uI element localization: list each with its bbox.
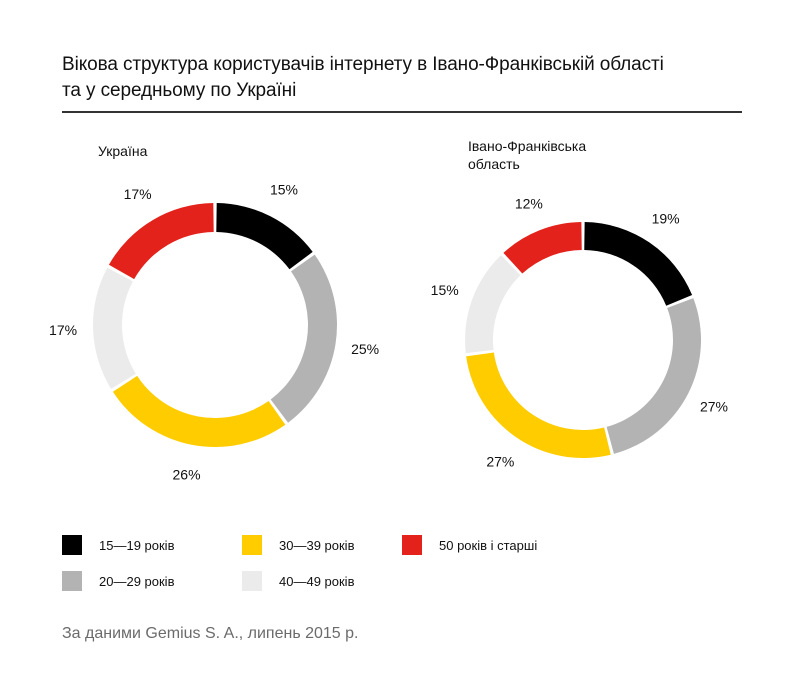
ukraine-chart-label: Україна [98,142,147,160]
ukraine-label-20-29: 25% [351,341,379,357]
ivano-frankivsk-slice-15-19 [584,222,693,306]
legend-item-50-plus: 50 років і старші [402,535,537,555]
ivano-frankivsk-label-30-39: 27% [486,454,514,470]
legend-label-15-19: 15—19 років [99,537,175,553]
ivano-frankivsk-label-40-49: 15% [431,282,459,298]
legend-label-30-39: 30—39 років [279,537,355,553]
legend-label-50-plus: 50 років і старші [439,537,538,553]
legend-swatch-30-39 [242,535,262,555]
ivano-frankivsk-slice-30-39 [466,352,611,459]
chart-title-line-2: та у середньому по Україні [62,80,297,101]
source-note: За даними Gemius S. A., липень 2015 р. [62,625,359,642]
legend-swatch-20-29 [62,571,82,591]
ivano-frankivsk-label-line-1: Івано-Франківська [468,138,587,154]
ukraine-slice-15-19 [216,203,313,270]
ukraine-chart-label-text: Україна [98,143,148,159]
ivano-frankivsk-label-20-29: 27% [700,399,728,415]
chart-title-line-1: Вікова структура користувачів інтернету … [62,54,664,75]
ivano-frankivsk-label-50-plus: 12% [515,195,543,211]
ukraine-slice-40-49 [92,267,136,389]
ukraine-label-15-19: 15% [270,182,298,198]
legend-swatch-15-19 [62,535,82,555]
chart-title: Вікова структура користувачів інтернету … [62,52,702,104]
ivano-frankivsk-slice-20-29 [606,298,701,454]
ukraine-label-40-49: 17% [49,322,77,338]
legend-label-40-49: 40—49 років [279,573,355,589]
ukraine-label-50-plus: 17% [124,186,152,202]
legend-item-15-19: 15—19 років [62,535,174,555]
ivano-frankivsk-label-line-2: область [468,156,520,172]
ivano-frankivsk-slice-50-plus [503,222,582,274]
legend-swatch-40-49 [242,571,262,591]
ukraine-slice-20-29 [270,254,338,423]
legend-swatch-50-plus [402,535,422,555]
legend-item-30-39: 30—39 років [242,535,354,555]
ivano-frankivsk-slice-40-49 [465,255,521,354]
ukraine-slice-30-39 [112,375,286,447]
title-divider [62,111,742,113]
legend-label-20-29: 20—29 років [99,573,175,589]
ukraine-slice-50-plus [108,203,214,280]
legend-item-20-29: 20—29 років [62,571,174,591]
ivano-frankivsk-chart-label: Івано-Франківська область [468,137,586,173]
ukraine-label-30-39: 26% [173,466,201,482]
legend-item-40-49: 40—49 років [242,571,354,591]
ivano-frankivsk-label-15-19: 19% [652,210,680,226]
